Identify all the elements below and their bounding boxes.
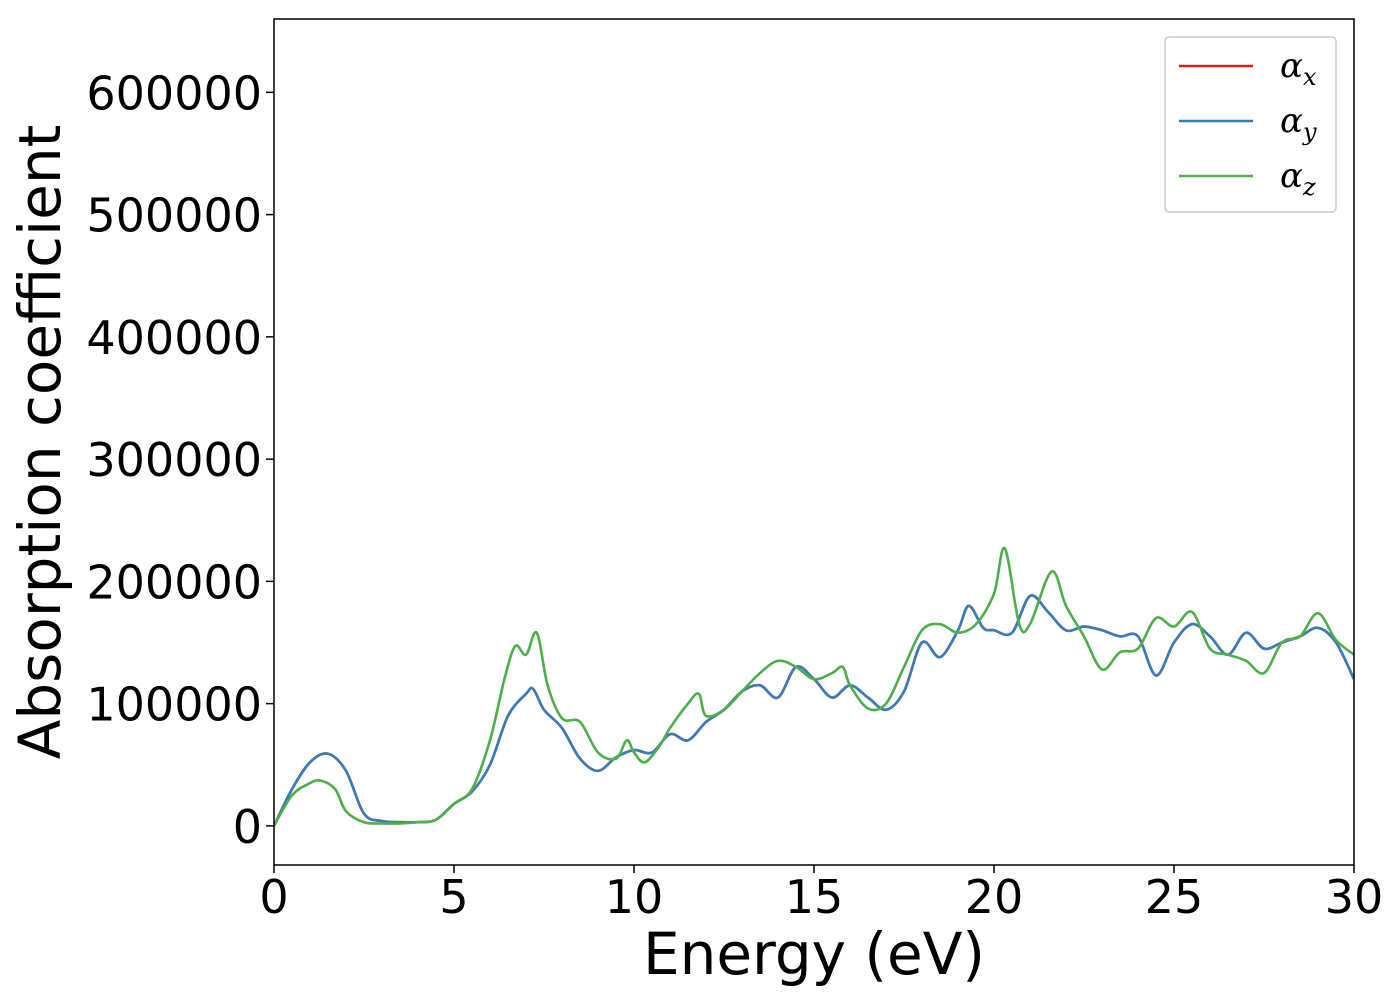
x-tick-label: 25 [1145, 870, 1204, 924]
legend-box [1164, 36, 1337, 213]
legend-label-subscript: y [1302, 118, 1317, 146]
x-tick-label: 15 [785, 870, 844, 924]
y-tick-label: 100000 [86, 678, 262, 732]
x-tick-label: 5 [439, 870, 468, 924]
legend-label-subscript: x [1303, 63, 1317, 91]
y-tick-label: 600000 [86, 66, 262, 120]
y-tick-label: 300000 [86, 433, 262, 487]
y-tick-label: 500000 [86, 189, 262, 243]
y-axis-title: Absorption coefficient [6, 125, 74, 760]
y-tick-label: 0 [233, 800, 262, 854]
x-tick-label: 0 [259, 870, 288, 924]
series-line-y-y [274, 594, 1354, 827]
x-tick-label: 30 [1325, 870, 1384, 924]
x-axis: 0 5 10 15 20 25 30 [259, 865, 1383, 924]
series-line-x-x [274, 594, 1354, 827]
y-axis: 0 100000 200000 300000 400000 500000 600000 [86, 66, 274, 854]
y-tick-label: 200000 [86, 555, 262, 609]
series-layer [274, 547, 1354, 827]
x-tick-label: 20 [965, 870, 1024, 924]
x-tick-label: 10 [605, 870, 664, 924]
x-axis-title: Energy (eV) [643, 920, 985, 988]
legend-label-subscript: z [1302, 173, 1316, 201]
y-tick-label: 400000 [86, 311, 262, 365]
series-line-z-z [274, 547, 1354, 827]
